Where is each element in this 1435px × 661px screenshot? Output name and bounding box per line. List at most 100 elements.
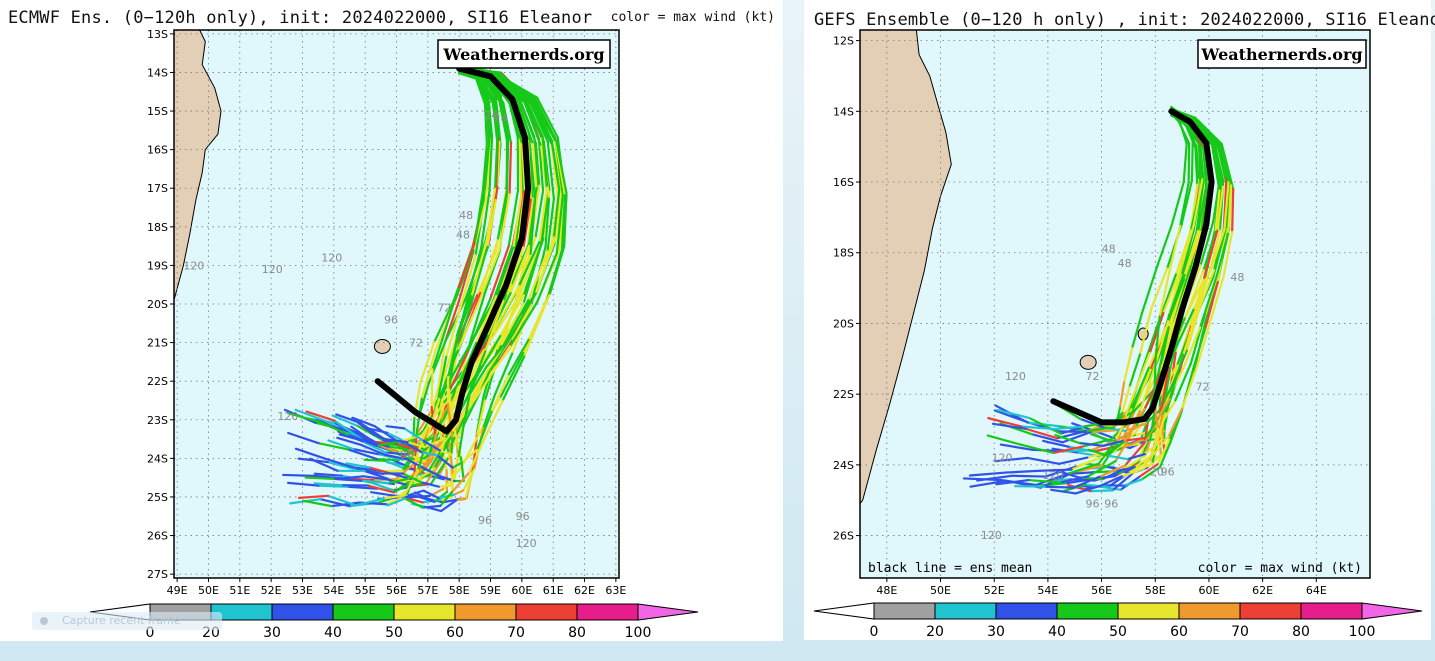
ensemble-track-segment [1212, 143, 1223, 190]
forecast-hour-label: 96 [1104, 497, 1118, 510]
island [373, 338, 391, 354]
ensemble-track-segment [457, 241, 476, 290]
ensemble-track-segment [313, 472, 343, 477]
y-tick-label: 22S [833, 388, 854, 401]
ensemble-track-segment [352, 448, 380, 456]
ensemble-track-segment [1133, 368, 1152, 413]
ocean-background [860, 30, 1370, 578]
ensemble-track-segment [522, 198, 532, 249]
colorbar-segment [1239, 602, 1302, 620]
ensemble-track-segment [437, 339, 447, 386]
ensemble-track-segment [504, 246, 525, 297]
forecast-hour-label: 48 [1118, 257, 1132, 270]
ensemble-track-segment [508, 301, 539, 348]
ensemble-track-segment [456, 387, 484, 426]
ensemble-track-segment [445, 306, 462, 358]
ensemble-track-segment [1148, 311, 1165, 355]
ensemble-track-segment [482, 393, 497, 429]
ensemble-track-segment [338, 475, 365, 480]
ensemble-track-segment [1058, 425, 1089, 433]
y-tick-label: 27S [147, 568, 168, 581]
ensemble-track-segment [282, 473, 316, 478]
ensemble-track-segment [1102, 439, 1126, 447]
forecast-hour-label: 20 [1150, 465, 1164, 478]
ensemble-track-segment [1194, 268, 1212, 315]
ensemble-track-segment [552, 188, 561, 239]
y-tick-label: 16S [147, 144, 168, 157]
ensemble-track-segment [1118, 381, 1126, 409]
ensemble-track-segment [493, 140, 499, 190]
ensemble-track-segment [449, 456, 460, 487]
ensemble-track-segment [1192, 327, 1207, 368]
ensemble-track-segment [483, 352, 501, 402]
ecmwf-chart-title: ECMWF Ens. (0−120h only), init: 20240220… [8, 8, 593, 28]
ensemble-track-segment [560, 194, 567, 252]
ensemble-track-segment [538, 186, 549, 244]
ensemble-track-segment [462, 468, 476, 492]
ensemble-mean-track [374, 65, 532, 435]
ensemble-track-segment [498, 193, 511, 252]
ensemble-track-segment [525, 98, 544, 138]
ensemble-track-segment [406, 456, 435, 481]
ensemble-track-segment [363, 458, 387, 462]
forecast-hour-label: 96 [478, 514, 492, 527]
ensemble-track-segment [387, 445, 410, 451]
ensemble-track-segment [1204, 280, 1219, 330]
ensemble-track-segment [1070, 455, 1104, 471]
ensemble-track-segment [405, 442, 423, 454]
ensemble-track-segment [1214, 189, 1221, 233]
forecast-hour-label: 120 [1043, 469, 1064, 482]
ensemble-track-segment [287, 412, 320, 423]
ensemble-track-segment [1039, 468, 1073, 472]
ensemble-track-segment [455, 295, 473, 340]
ensemble-track-segment [330, 501, 361, 508]
ensemble-track-segment [484, 137, 493, 202]
ensemble-track-segment [317, 442, 350, 451]
ensemble-track-segment [485, 334, 513, 369]
ensemble-track-segment [1153, 412, 1167, 450]
ensemble-track-segment [386, 477, 410, 485]
ensemble-track-segment [467, 437, 486, 475]
ensemble-track-segment [327, 439, 355, 451]
ensemble-track-segment [346, 433, 378, 447]
ensemble-track-segment [335, 413, 362, 425]
ensemble-track-segment [360, 443, 387, 456]
ensemble-track-segment [308, 457, 339, 472]
ensemble-track-segment [496, 140, 501, 188]
ensemble-track-segment [304, 476, 335, 481]
ensemble-track-segment [1138, 367, 1156, 413]
forecast-hour-label: 96 [1161, 465, 1175, 478]
ensemble-track-segment [346, 485, 378, 490]
ensemble-track-segment [1128, 353, 1142, 389]
ensemble-track-segment [527, 250, 549, 302]
ensemble-track-segment [403, 469, 420, 497]
ensemble-track-segment [1194, 146, 1199, 186]
ensemble-track-segment [1155, 223, 1174, 268]
y-tick-label: 19S [147, 259, 168, 272]
capture-recent-frame-button[interactable]: Capture recent frame [32, 612, 222, 630]
colorbar-tick-label: 40 [1048, 624, 1066, 640]
ensemble-track-segment [508, 141, 513, 196]
ensemble-track-segment [456, 298, 481, 352]
ensemble-track-segment [326, 494, 358, 507]
ensemble-track-segment [346, 448, 378, 461]
forecast-hour-label: 48 [1230, 271, 1244, 284]
ensemble-track-segment [481, 345, 512, 390]
colorbar-segment [995, 602, 1058, 620]
madagascar-landmass [174, 30, 222, 303]
ensemble-track-segment [1061, 431, 1092, 444]
colorbar-tick-label: 60 [446, 625, 464, 641]
ensemble-track-segment [563, 191, 568, 248]
ensemble-track-segment [473, 185, 487, 245]
ensemble-track-segment [502, 101, 513, 145]
plot-border [859, 29, 1371, 579]
ensemble-track-segment [1028, 416, 1062, 435]
ensemble-track-segment [1162, 318, 1174, 366]
ensemble-track-segment [1190, 139, 1194, 182]
ensemble-track-segment [528, 145, 537, 201]
ensemble-track-segment [452, 489, 465, 496]
y-tick-label: 20S [833, 317, 854, 330]
x-tick-label: 64E [1306, 584, 1327, 597]
forecast-hour-label: 96 [384, 313, 398, 326]
x-tick-label: 51E [229, 584, 250, 597]
